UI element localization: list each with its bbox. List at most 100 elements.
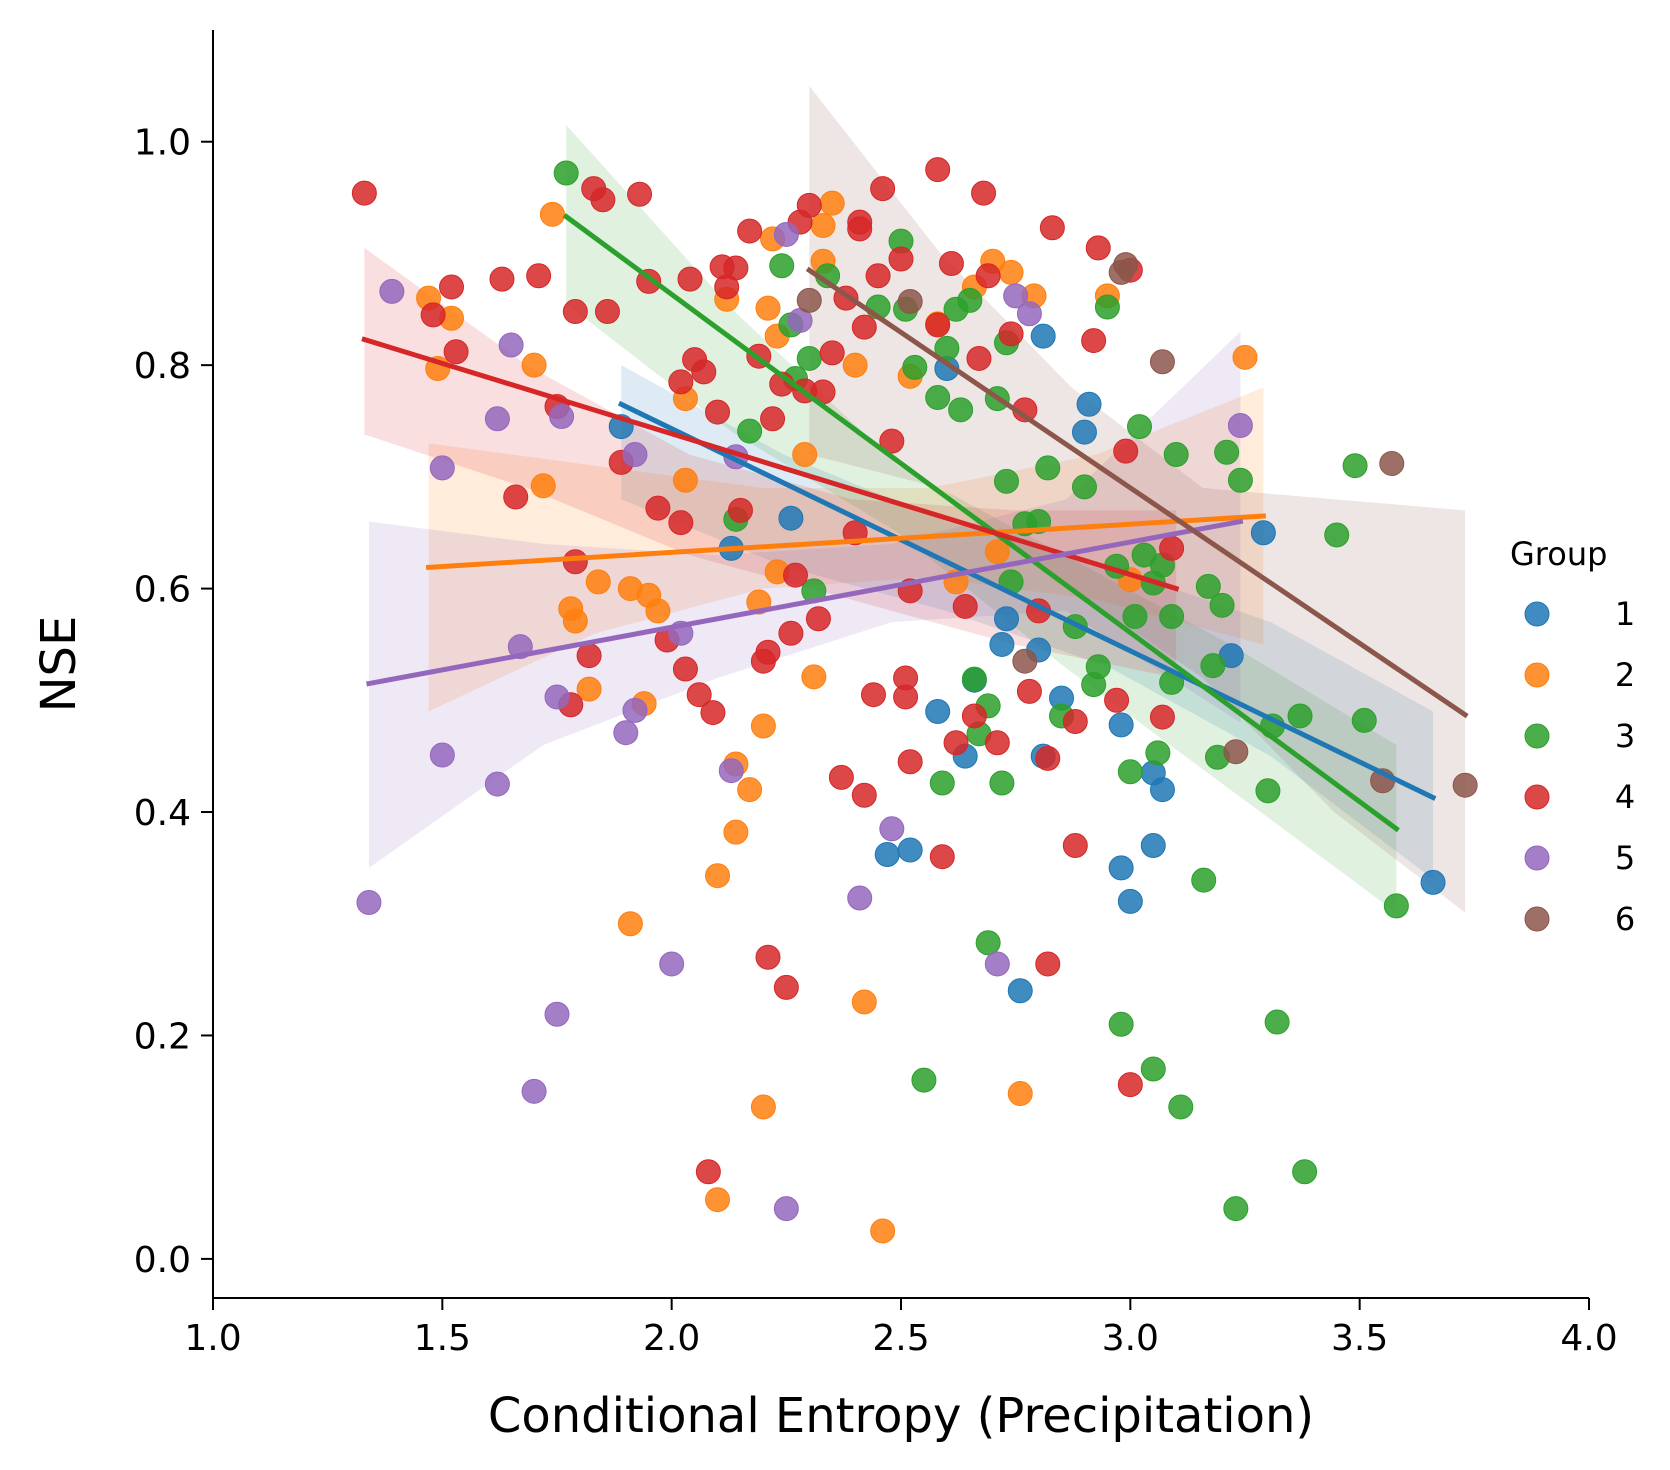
data-point-group-2 (585, 569, 611, 595)
data-point-group-3 (1140, 1056, 1166, 1082)
data-point-group-4 (888, 246, 914, 272)
data-point-group-4 (439, 274, 465, 300)
data-point-group-3 (1127, 414, 1153, 440)
data-point-group-3 (1163, 442, 1189, 468)
data-point-group-3 (1351, 707, 1377, 733)
data-point-group-3 (961, 666, 987, 692)
data-point-group-5 (879, 816, 905, 842)
data-point-group-1 (1108, 712, 1134, 738)
data-point-group-3 (902, 354, 928, 380)
data-point-group-2 (792, 442, 818, 468)
data-point-group-2 (539, 201, 565, 227)
data-point-group-2 (617, 911, 643, 937)
legend-label-group-1: 1 (1615, 595, 1635, 633)
confidence-bands (364, 85, 1466, 913)
x-tick-label: 2.0 (643, 1318, 700, 1359)
data-point-group-5 (484, 771, 510, 797)
data-point-group-2 (842, 352, 868, 378)
data-point-group-4 (1113, 438, 1139, 464)
data-point-group-4 (1062, 709, 1088, 735)
data-point-group-3 (1292, 1159, 1318, 1185)
data-point-group-1 (1250, 520, 1276, 546)
x-axis-label: Conditional Entropy (Precipitation) (488, 1388, 1314, 1444)
legend-title: Group (1510, 535, 1607, 573)
regression-lines (361, 213, 1469, 833)
data-point-group-4 (893, 684, 919, 710)
data-point-group-3 (796, 345, 822, 371)
confidence-band-group-3 (566, 124, 1397, 913)
data-point-group-4 (975, 263, 1001, 289)
data-point-group-4 (594, 299, 620, 325)
data-point-group-3 (1085, 654, 1111, 680)
legend-marker-group-3 (1524, 723, 1550, 749)
data-point-group-3 (957, 287, 983, 313)
data-point-group-4 (668, 369, 694, 395)
data-point-group-5 (498, 332, 524, 358)
data-point-group-4 (1035, 745, 1061, 771)
data-point-group-4 (1081, 328, 1107, 354)
x-tick-label: 1.0 (184, 1318, 241, 1359)
data-point-group-6 (1012, 648, 1038, 674)
data-point-group-1 (925, 698, 951, 724)
data-point-group-3 (1227, 467, 1253, 493)
data-point-group-3 (993, 468, 1019, 494)
data-point-group-5 (773, 221, 799, 247)
data-point-group-3 (948, 397, 974, 423)
data-point-group-5 (544, 1001, 570, 1027)
data-point-group-1 (1140, 833, 1166, 859)
data-point-group-4 (668, 510, 694, 536)
x-tick-label: 4.0 (1560, 1318, 1617, 1359)
data-point-group-4 (1159, 535, 1185, 561)
data-point-group-4 (1035, 951, 1061, 977)
data-point-group-3 (1264, 1009, 1290, 1035)
data-point-group-4 (576, 643, 602, 669)
data-point-group-4 (778, 620, 804, 646)
data-point-group-4 (851, 782, 877, 808)
confidence-band-group-1 (621, 365, 1434, 880)
data-point-group-3 (925, 385, 951, 411)
data-point-group-4 (691, 359, 717, 385)
data-point-group-1 (897, 837, 923, 863)
data-point-group-5 (484, 406, 510, 432)
data-point-group-2 (998, 259, 1024, 285)
data-point-group-3 (989, 770, 1015, 796)
data-point-group-5 (984, 951, 1010, 977)
data-point-group-2 (755, 295, 781, 321)
data-point-group-6 (796, 287, 822, 313)
data-point-group-5 (1003, 283, 1029, 309)
data-point-group-6 (1149, 349, 1175, 375)
data-point-group-2 (705, 1187, 731, 1213)
data-point-group-4 (760, 406, 786, 432)
data-point-group-2 (530, 473, 556, 499)
y-tick-label: 0.0 (134, 1240, 191, 1281)
data-point-group-4 (773, 974, 799, 1000)
regression-line-group-5 (366, 518, 1244, 687)
data-point-group-4 (819, 340, 845, 366)
data-point-group-3 (1122, 604, 1148, 630)
y-tick-label: 0.2 (134, 1016, 191, 1057)
data-point-group-3 (1159, 604, 1185, 630)
data-point-group-3 (1195, 573, 1221, 599)
data-point-group-2 (984, 539, 1010, 565)
data-point-group-1 (1007, 978, 1033, 1004)
data-point-group-2 (672, 467, 698, 493)
data-point-group-4 (590, 187, 616, 213)
data-point-group-2 (750, 1094, 776, 1120)
data-point-group-4 (952, 593, 978, 619)
data-point-group-1 (989, 631, 1015, 657)
data-point-group-3 (553, 160, 579, 186)
data-point-group-3 (737, 418, 763, 444)
data-point-group-6 (1452, 772, 1478, 798)
data-point-group-5 (356, 890, 382, 916)
data-point-group-4 (1149, 704, 1175, 730)
data-point-group-4 (1085, 235, 1111, 261)
data-point-group-2 (851, 989, 877, 1015)
y-ticks: 0.0 0.2 0.4 0.6 0.8 1.0 (134, 123, 213, 1281)
data-point-group-3 (1108, 1011, 1134, 1037)
data-point-group-5 (429, 455, 455, 481)
data-point-group-5 (1016, 301, 1042, 327)
data-point-group-4 (1117, 1072, 1143, 1098)
data-point-group-4 (805, 606, 831, 632)
data-point-group-5 (544, 684, 570, 710)
x-tick-label: 3.5 (1331, 1318, 1388, 1359)
